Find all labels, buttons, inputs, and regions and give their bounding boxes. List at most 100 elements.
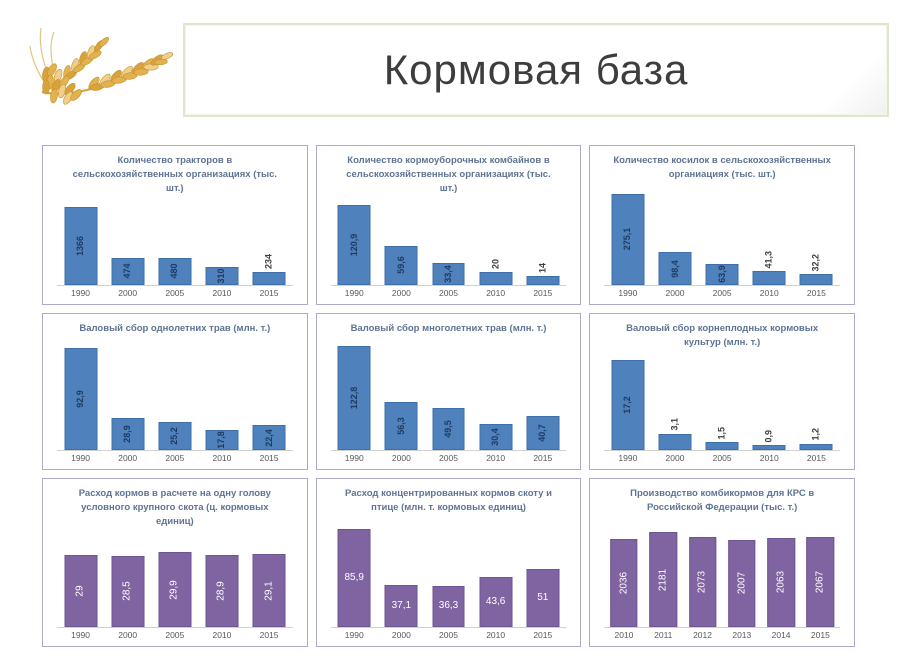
- x-axis: 1990 2000 2005 2010 2015: [331, 453, 567, 466]
- bar-slot: 43,6: [472, 519, 519, 627]
- x-axis-label: 2005: [712, 288, 732, 298]
- bar-value-label: 28,9: [215, 581, 227, 601]
- bar-slot: 17,8: [198, 340, 245, 450]
- x-axis-label: 2005: [165, 288, 185, 298]
- x-axis-label: 2005: [439, 453, 458, 463]
- bar-slot: 59,6: [378, 199, 425, 285]
- bar-value-label: 28,9: [122, 425, 133, 443]
- bar-value-label: 1,2: [810, 428, 821, 441]
- x-axis-label: 2010: [614, 630, 634, 640]
- plot-area: 1366 474 480 310 234: [57, 199, 293, 286]
- plot-area: 92,9 28,9 25,2 17,8 22,4: [57, 340, 293, 451]
- bar-slot: 275,1: [604, 186, 651, 285]
- bar-value-label: 474: [122, 263, 133, 279]
- chart-panel-mowers: Количество косилок в сельскохозяйственны…: [589, 145, 855, 305]
- bar-slot: 474: [104, 199, 151, 285]
- bar-value-label: 1,5: [716, 426, 727, 440]
- bar: 2007: [728, 539, 756, 627]
- bar: [705, 442, 739, 450]
- chart-title: Валовый сбор многолетних трав (млн. т.): [350, 323, 547, 334]
- bar: 28,9: [205, 554, 239, 627]
- bar: 474: [111, 257, 145, 285]
- x-axis-label: 1990: [71, 630, 91, 640]
- bar-value-label: 41,3: [763, 250, 774, 269]
- bar-value-label: 30,4: [490, 428, 501, 446]
- bar-slot: 63,9: [699, 186, 746, 285]
- bar-slot: 2181: [644, 519, 683, 627]
- x-axis: 2010 2011 2012 2013 2014 2015: [604, 630, 840, 643]
- bar-slot: 1366: [57, 199, 104, 285]
- bar: 2067: [806, 537, 835, 627]
- x-axis-label: 2015: [810, 630, 830, 640]
- bar-value-label: 63,9: [716, 265, 727, 284]
- bar-slot: 17,2: [604, 354, 651, 450]
- bar: 51: [526, 568, 560, 627]
- bar-value-label: 22,4: [263, 428, 274, 447]
- bar-value-label: 1366: [75, 235, 86, 256]
- x-axis-label: 2005: [439, 630, 458, 640]
- bar-slot: 49,5: [425, 340, 472, 450]
- x-axis-label: 2010: [486, 288, 506, 298]
- bar: 29,9: [158, 552, 192, 627]
- bar-slot: 3,1: [651, 354, 698, 450]
- chart-title: Валовый сбор корнеплодных кормовых культ…: [626, 323, 819, 348]
- x-axis: 1990 2000 2005 2010 2015: [604, 288, 840, 301]
- bar-value-label: 310: [216, 268, 227, 284]
- bar-value-label: 36,3: [438, 600, 459, 612]
- bar-value-label: 59,6: [395, 256, 406, 275]
- x-axis-label: 2000: [665, 453, 685, 463]
- bar-slot: 51: [519, 519, 566, 627]
- bar-slot: 40,7: [519, 340, 566, 450]
- bar-slot: 25,2: [151, 340, 198, 450]
- bar-value-label: 49,5: [442, 420, 453, 438]
- bar-value-label: 51: [537, 591, 549, 603]
- x-axis: 1990 2000 2005 2010 2015: [604, 453, 840, 466]
- bar: [799, 274, 833, 285]
- bar-slot: 28,5: [104, 532, 151, 627]
- x-axis-label: 2010: [486, 630, 506, 640]
- bar: 92,9: [64, 347, 98, 450]
- bar: 480: [158, 257, 192, 285]
- bar: 63,9: [705, 263, 739, 285]
- x-axis-label: 2010: [486, 453, 506, 463]
- bar-slot: 29,1: [246, 532, 293, 627]
- chart-panel-forage-combines: Количество кормоуборочных комбайнов в се…: [315, 145, 582, 305]
- charts-grid: Количество тракторов в сельскохозяйствен…: [42, 145, 855, 648]
- x-axis-label: 1990: [71, 288, 91, 298]
- x-axis-label: 2015: [806, 453, 826, 463]
- bar-slot: 37,1: [378, 519, 425, 627]
- bar-slot: 85,9: [331, 519, 378, 627]
- x-axis-label: 2015: [259, 288, 279, 298]
- bar-slot: 480: [151, 199, 198, 285]
- chart-title: Количество косилок в сельскохозяйственны…: [613, 155, 831, 180]
- chart-title: Расход концентрированных кормов скоту и …: [345, 488, 552, 513]
- bar-value-label: 3,1: [669, 418, 680, 431]
- bar-slot: 1,2: [793, 354, 840, 450]
- x-axis-label: 2005: [439, 288, 458, 298]
- x-axis-label: 2010: [212, 630, 232, 640]
- plot-area: 120,9 59,6 33,4 20 14: [330, 199, 567, 286]
- bar-value-label: 17,8: [216, 431, 227, 449]
- bar-value-label: 2007: [735, 572, 747, 595]
- x-axis-label: 2011: [654, 630, 673, 640]
- bar-value-label: 40,7: [537, 423, 548, 442]
- x-axis-label: 2005: [165, 453, 185, 463]
- bar: 98,4: [658, 252, 692, 285]
- bar: 120,9: [337, 205, 371, 285]
- x-axis: 1990 2000 2005 2010 2015: [57, 630, 293, 643]
- bar-slot: 2067: [801, 519, 840, 627]
- x-axis-label: 2000: [118, 453, 138, 463]
- x-axis-label: 2015: [533, 453, 553, 463]
- x-axis-label: 2000: [665, 288, 685, 298]
- x-axis-label: 2015: [533, 630, 553, 640]
- x-axis-label: 2000: [118, 288, 138, 298]
- bar-slot: 28,9: [104, 340, 151, 450]
- x-axis-label: 1990: [618, 453, 638, 463]
- bar-value-label: 480: [169, 263, 180, 279]
- bar: [658, 433, 692, 450]
- x-axis-label: 2015: [806, 288, 826, 298]
- x-axis-label: 2015: [533, 288, 553, 298]
- bar-slot: 2007: [722, 519, 761, 627]
- slide-title: Кормовая база: [383, 46, 689, 93]
